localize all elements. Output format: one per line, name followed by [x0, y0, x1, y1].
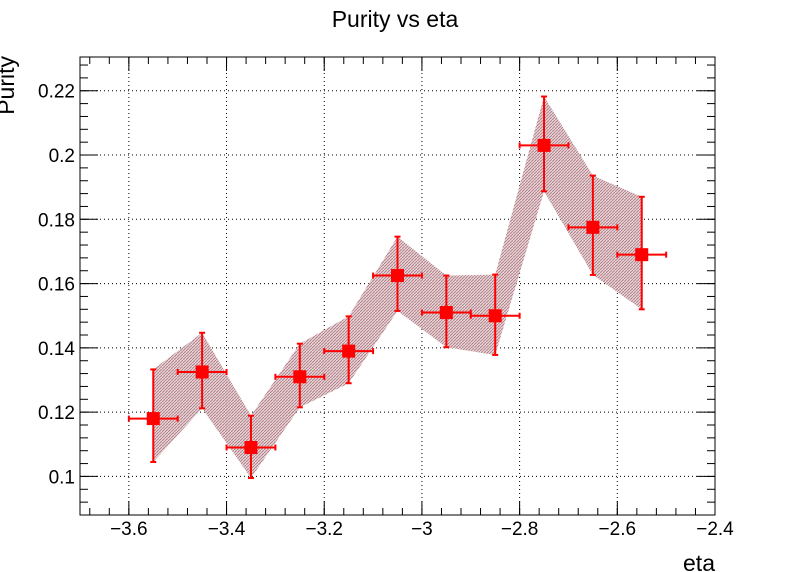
y-axis-title: Purity: [0, 56, 19, 115]
x-tick-label: −3: [411, 519, 433, 540]
square-marker: [293, 370, 307, 384]
data-point: [518, 95, 570, 193]
square-marker: [586, 220, 600, 234]
plot-frame: [79, 56, 716, 516]
x-axis-title: eta: [683, 550, 715, 572]
square-marker: [342, 344, 356, 358]
square-marker: [488, 309, 502, 323]
plot-border: [79, 56, 716, 516]
square-marker: [537, 138, 551, 152]
data-points: [127, 95, 668, 480]
square-marker: [195, 365, 209, 379]
data-point: [323, 315, 375, 385]
square-marker: [635, 248, 649, 262]
x-tick-label: −2.8: [501, 519, 539, 540]
y-tick-label: 0.14: [38, 339, 75, 360]
square-marker: [146, 412, 160, 426]
x-tick-label: −3.2: [305, 519, 343, 540]
data-point: [225, 414, 277, 480]
square-marker: [244, 441, 258, 455]
data-point: [372, 235, 423, 312]
x-tick-label: −2.6: [599, 519, 637, 540]
x-tick-label: −3.6: [110, 519, 148, 540]
data-point: [616, 195, 668, 311]
y-tick-label: 0.22: [38, 82, 75, 103]
data-point: [127, 368, 179, 463]
y-tick-label: 0.1: [49, 467, 75, 488]
y-tick-label: 0.18: [38, 210, 75, 231]
data-point: [420, 274, 472, 349]
data-point: [274, 342, 326, 409]
x-tick-label: −3.4: [208, 519, 246, 540]
x-axis-ticks: −3.6 −3.4 −3.2 −3 −2.8 −2.6 −2.4: [89, 57, 734, 540]
data-point: [567, 174, 619, 276]
data-point: [469, 273, 521, 356]
y-axis-ticks: 0.1 0.12 0.14 0.16 0.18 0.2 0.22: [38, 64, 715, 516]
y-tick-label: 0.2: [49, 146, 75, 167]
y-tick-label: 0.16: [38, 275, 75, 296]
y-tick-label: 0.12: [38, 403, 75, 424]
square-marker: [391, 269, 404, 283]
square-marker: [439, 306, 453, 320]
chart-title: Purity vs eta: [332, 6, 459, 32]
data-point: [176, 331, 228, 410]
x-tick-label: −2.4: [696, 519, 734, 540]
